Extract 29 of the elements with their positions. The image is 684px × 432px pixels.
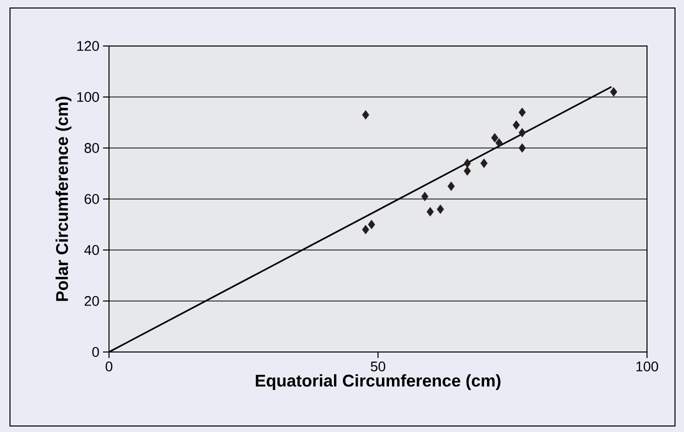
point	[491, 133, 498, 142]
point	[436, 204, 444, 214]
point	[518, 108, 526, 117]
y-tick-label: 80	[84, 143, 99, 153]
point	[448, 182, 455, 191]
point	[610, 87, 618, 97]
y-tick-label: 20	[84, 296, 99, 306]
point	[421, 192, 428, 202]
point	[426, 207, 434, 216]
y-tick-label: 40	[84, 245, 99, 255]
point	[480, 158, 488, 168]
x-tick-label: 0	[106, 362, 112, 372]
point	[518, 143, 526, 153]
point	[464, 158, 471, 168]
y-tick-label: 0	[92, 347, 99, 357]
point	[518, 128, 526, 138]
y-tick-label: 100	[77, 92, 99, 102]
x-axis-title: Equatorial Circumference (cm)	[256, 374, 500, 390]
point	[368, 220, 376, 230]
y-tick-label: 120	[77, 41, 99, 51]
point	[464, 166, 471, 176]
y-axis-title: Polar Circumference (cm)	[56, 96, 72, 301]
point	[512, 120, 520, 130]
point	[495, 138, 503, 148]
y-tick-label: 60	[84, 194, 99, 204]
x-tick-label: 50	[370, 362, 386, 372]
point	[362, 110, 370, 120]
point	[362, 224, 370, 234]
x-tick-label: 100	[636, 362, 658, 372]
